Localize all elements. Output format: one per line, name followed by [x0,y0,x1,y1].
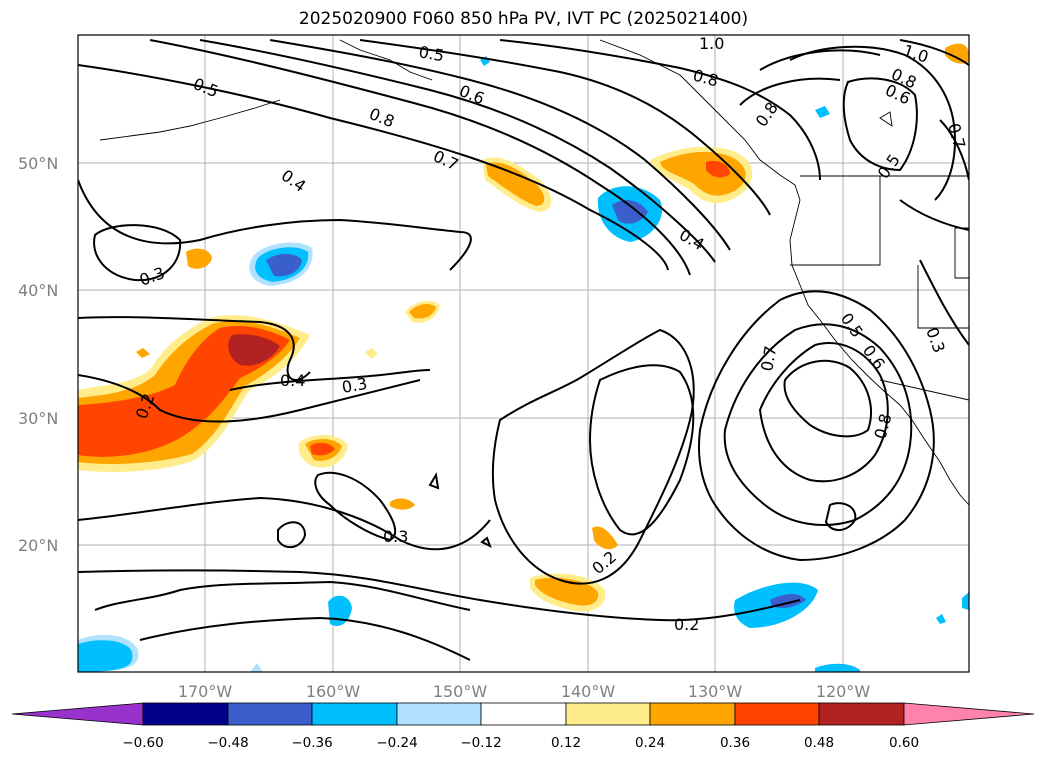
colorbar-tick: 0.36 [720,735,750,751]
colorbar-swatch [11,702,144,726]
colorbar-tick: 0.60 [889,735,919,751]
ivt-contours [78,39,969,661]
lat-label-50n: 50°N [18,154,58,173]
longitude-labels: 170°W 160°W 150°W 140°W 130°W 120°W [178,682,871,701]
colorbar-swatch [565,702,651,726]
contour-label: 1.0 [699,34,724,53]
lon-label-160w: 160°W [306,682,361,701]
contour-label: 0.2 [674,615,699,634]
colorbar-tick: −0.12 [460,735,501,751]
colorbar-tick: 0.24 [635,735,665,751]
lon-label-140w: 140°W [561,682,616,701]
colorbar-swatch [734,702,820,726]
colorbar-swatch [396,702,482,726]
colorbar-swatch [311,702,398,726]
pv-shading [78,43,969,672]
latitude-labels: 50°N 40°N 30°N 20°N [18,154,58,555]
contour-label: 0.3 [383,527,408,546]
contour-label: 0.5 [417,42,445,65]
lat-label-20n: 20°N [18,536,58,555]
colorbar-swatch [480,702,567,726]
colorbar-tick: 0.48 [804,735,834,751]
colorbar: −0.60 −0.48 −0.36 −0.24 −0.12 0.12 0.24 … [11,702,1035,751]
colorbar-swatch [142,702,229,726]
colorbar-swatch [818,702,905,726]
lon-label-170w: 170°W [178,682,233,701]
colorbar-tick: 0.12 [551,735,581,751]
contour-label: 0.3 [340,374,368,397]
lat-label-30n: 30°N [18,409,58,428]
map-title: 2025020900 F060 850 hPa PV, IVT PC (2025… [298,9,749,29]
colorbar-tick: −0.48 [207,735,248,751]
contour-label: 0.7 [757,344,780,372]
colorbar-tick: −0.36 [291,735,332,751]
colorbar-swatch [227,702,313,726]
lon-label-130w: 130°W [688,682,743,701]
map-frame [77,34,970,673]
lon-label-150w: 150°W [433,682,488,701]
contour-label: 0.4 [280,371,305,390]
lon-label-120w: 120°W [816,682,871,701]
colorbar-tick: −0.24 [376,735,417,751]
colorbar-tick: −0.60 [122,735,163,751]
lat-label-40n: 40°N [18,281,58,300]
colorbar-swatch [649,702,736,726]
colorbar-swatch [903,702,1035,726]
